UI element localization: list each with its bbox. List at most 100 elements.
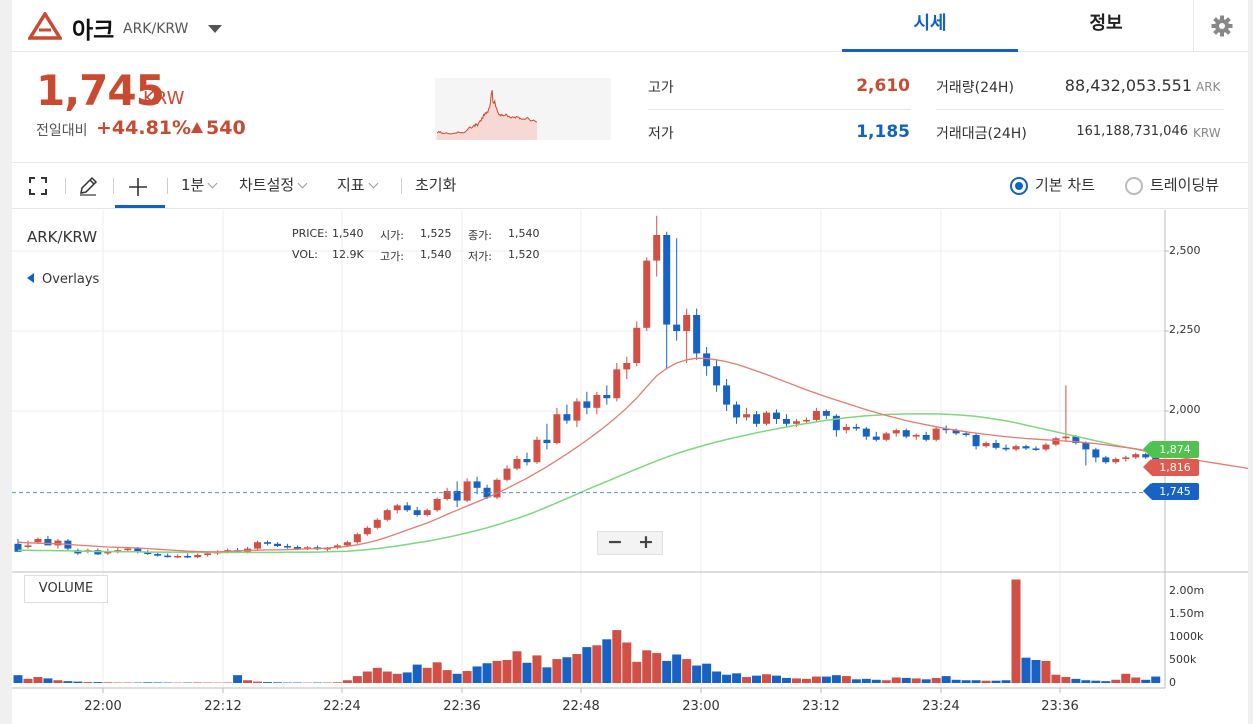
- candle-body: [393, 505, 401, 511]
- volume-bar: [253, 681, 263, 683]
- crosshair-icon[interactable]: [128, 177, 148, 197]
- info-vol-label: VOL:: [292, 248, 318, 261]
- volume-bar: [931, 677, 941, 683]
- zoom-in-button[interactable]: +: [638, 531, 654, 553]
- time-tick: 23:12: [802, 699, 840, 714]
- volume-bar: [93, 682, 103, 683]
- low-label: 저가: [648, 126, 674, 142]
- volume-bar: [552, 659, 562, 683]
- trading-view-radio[interactable]: [1125, 177, 1143, 195]
- divider: [936, 109, 1224, 110]
- volume-bar: [153, 682, 163, 683]
- chart-settings-menu[interactable]: 차트설정: [239, 163, 308, 209]
- candle-body: [264, 542, 271, 544]
- candle-body: [852, 427, 860, 429]
- interval-select[interactable]: 1분: [181, 163, 218, 209]
- reset-button[interactable]: 초기화: [415, 176, 457, 194]
- volume-bar: [871, 679, 881, 683]
- volume-bar: [522, 662, 532, 683]
- candlestick-chart[interactable]: [12, 210, 1248, 724]
- coin-header: 아크 ARK/KRW 시세 정보: [12, 0, 1248, 52]
- candle-body: [1112, 459, 1120, 463]
- candle-body: [14, 543, 22, 552]
- candle-body: [703, 353, 711, 367]
- candle-body: [194, 555, 202, 558]
- divider: [113, 178, 114, 194]
- volume-bar: [592, 645, 602, 683]
- volume-bar: [482, 663, 492, 683]
- price-tick: 2,000: [1169, 403, 1201, 416]
- candle-body: [802, 419, 810, 422]
- candle-body: [1092, 449, 1100, 458]
- candle-body: [832, 415, 840, 431]
- volume-bar: [492, 660, 502, 683]
- volume-bar: [382, 671, 392, 683]
- volume-label: 거래량(24H): [936, 80, 1014, 96]
- info-low: 1,520: [508, 248, 540, 261]
- candle-body: [1072, 436, 1080, 443]
- price-chart[interactable]: ARK/KRW Overlays PRICE: 1,540 시가: 1,525 …: [12, 210, 1248, 724]
- indicators-label: 지표: [337, 176, 365, 194]
- candle-body: [593, 395, 601, 408]
- candle-body: [164, 555, 172, 558]
- volume-bar: [362, 671, 372, 683]
- settings-button[interactable]: [1193, 0, 1248, 52]
- price-tick: 2,500: [1169, 244, 1201, 257]
- volume-bar: [332, 682, 342, 683]
- volume-bar: [263, 682, 272, 683]
- volume-bar: [901, 677, 911, 683]
- info-high-label: 고가:: [380, 250, 404, 263]
- volume-bar: [13, 675, 23, 683]
- chart-settings-label: 차트설정: [239, 176, 295, 194]
- candle-body: [962, 433, 970, 435]
- coin-pair: ARK/KRW: [123, 21, 189, 37]
- tab-quote[interactable]: 시세: [842, 0, 1018, 52]
- volume-bar: [1091, 680, 1101, 683]
- volume-bar: [462, 671, 472, 683]
- chevron-down-icon: [297, 178, 308, 189]
- basic-chart-label[interactable]: 기본 차트: [1035, 176, 1095, 194]
- volume-bar: [83, 682, 93, 683]
- time-tick: 22:36: [443, 699, 481, 714]
- chevron-down-icon: [368, 178, 379, 189]
- volume-bar: [692, 665, 702, 683]
- candle-body: [254, 542, 262, 549]
- volume-bar: [742, 677, 752, 683]
- candle-body: [204, 553, 212, 555]
- indicators-menu[interactable]: 지표: [337, 163, 379, 209]
- basic-chart-radio[interactable]: [1010, 177, 1028, 195]
- candle-body: [94, 550, 102, 555]
- volume-bar: [33, 677, 43, 683]
- volume-bar: [562, 657, 572, 683]
- caret-left-icon: [27, 273, 34, 283]
- candle-body: [423, 510, 431, 515]
- volume-bar: [752, 675, 762, 683]
- volume-bar: [1001, 680, 1011, 683]
- pencil-icon[interactable]: [78, 176, 98, 196]
- volume-bar: [632, 661, 642, 683]
- coin-dropdown-icon[interactable]: [208, 25, 222, 33]
- tab-info[interactable]: 정보: [1089, 13, 1123, 34]
- volume-bar: [582, 647, 592, 683]
- candle-body: [323, 547, 331, 550]
- candle-body: [972, 435, 980, 447]
- volume-bar: [103, 682, 113, 683]
- time-tick: 22:24: [323, 699, 361, 714]
- candle-body: [283, 546, 291, 548]
- volume-bar: [432, 662, 442, 683]
- candle-body: [563, 414, 571, 421]
- candle-body: [1082, 443, 1090, 450]
- trading-view-label[interactable]: 트레이딩뷰: [1150, 176, 1220, 194]
- volume-bar: [831, 675, 841, 683]
- overlays-toggle[interactable]: Overlays: [27, 272, 99, 287]
- candle-body: [872, 436, 880, 440]
- volume-bar: [1071, 678, 1081, 683]
- candle-body: [613, 369, 621, 399]
- volume-bar: [73, 681, 83, 683]
- fullscreen-icon[interactable]: [29, 177, 47, 195]
- volume-bar: [861, 678, 871, 683]
- volume-bar: [921, 679, 931, 683]
- zoom-out-button[interactable]: −: [607, 531, 623, 553]
- volume-bar: [1111, 679, 1121, 683]
- candle-body: [523, 459, 531, 463]
